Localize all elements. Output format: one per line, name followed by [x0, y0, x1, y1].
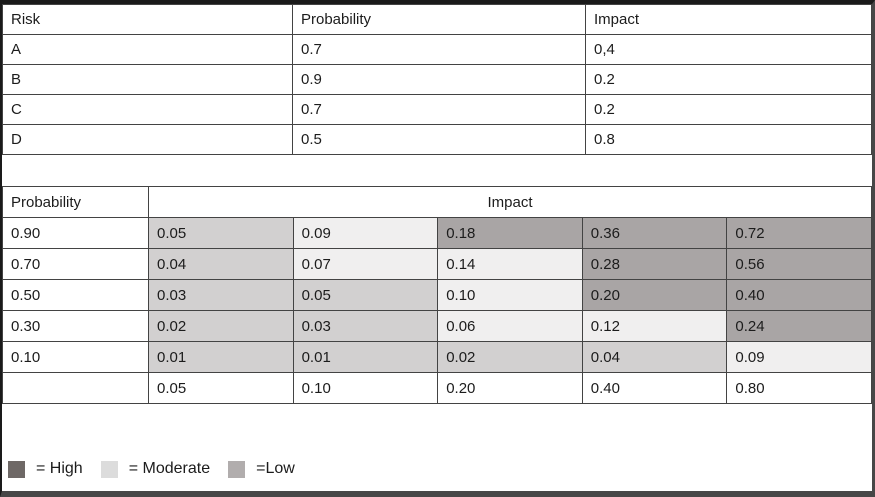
- matrix-probability-header: Probability: [2, 186, 149, 218]
- probability-cell: 0.7: [292, 94, 586, 125]
- matrix-cell: 0.04: [581, 341, 728, 373]
- table-spacer: [2, 155, 872, 186]
- probability-impact-matrix: Probability Impact 0.90 0.05 0.09 0.18 0…: [2, 186, 872, 404]
- impact-scale-cell: 0.05: [148, 372, 294, 404]
- matrix-cell: 0.12: [581, 310, 728, 342]
- legend-label-moderate: = Moderate: [128, 460, 211, 477]
- matrix-cell: 0.20: [581, 279, 728, 311]
- probability-cell: 0.5: [292, 124, 586, 155]
- matrix-cell: 0.01: [292, 341, 439, 373]
- impact-scale-cell: 0.10: [292, 372, 439, 404]
- matrix-cell: 0.05: [292, 279, 439, 311]
- table-row: A 0.7 0,4: [2, 34, 872, 65]
- risk-list-table: Risk Probability Impact A 0.7 0,4 B 0.9 …: [2, 4, 872, 155]
- empty-cell: [2, 372, 149, 404]
- table-row: 0.10 0.01 0.01 0.02 0.04 0.09: [2, 341, 872, 373]
- impact-column-header: Impact: [585, 4, 872, 35]
- matrix-cell: 0.05: [148, 217, 294, 249]
- matrix-cell: 0.07: [292, 248, 439, 280]
- table-row: D 0.5 0.8: [2, 124, 872, 155]
- table-row: Risk Probability Impact: [2, 4, 872, 35]
- matrix-probability-cell: 0.90: [2, 217, 149, 249]
- table-row: 0.05 0.10 0.20 0.40 0.80: [2, 372, 872, 404]
- matrix-cell: 0.40: [726, 279, 872, 311]
- matrix-cell: 0.14: [437, 248, 583, 280]
- matrix-cell: 0.24: [726, 310, 872, 342]
- risk-cell: C: [2, 94, 293, 125]
- table-row: B 0.9 0.2: [2, 64, 872, 95]
- impact-cell: 0,4: [585, 34, 872, 65]
- matrix-cell: 0.03: [148, 279, 294, 311]
- matrix-cell: 0.09: [726, 341, 872, 373]
- low-color-swatch: [228, 460, 246, 478]
- probability-cell: 0.9: [292, 64, 586, 95]
- impact-cell: 0.8: [585, 124, 872, 155]
- impact-scale-cell: 0.80: [726, 372, 872, 404]
- table-row: Probability Impact: [2, 186, 872, 218]
- table-row: 0.90 0.05 0.09 0.18 0.36 0.72: [2, 217, 872, 249]
- legend-label-high: = High: [36, 460, 83, 477]
- risk-cell: D: [2, 124, 293, 155]
- matrix-cell: 0.10: [437, 279, 583, 311]
- matrix-cell: 0.04: [148, 248, 294, 280]
- impact-cell: 0.2: [585, 94, 872, 125]
- table-row: 0.30 0.02 0.03 0.06 0.12 0.24: [2, 310, 872, 342]
- risk-level-legend: = High = Moderate =Low: [8, 460, 313, 478]
- matrix-impact-header: Impact: [148, 186, 872, 218]
- matrix-cell: 0.09: [292, 217, 439, 249]
- matrix-cell: 0.56: [726, 248, 872, 280]
- impact-scale-cell: 0.40: [581, 372, 728, 404]
- risk-cell: B: [2, 64, 293, 95]
- table-row: 0.70 0.04 0.07 0.14 0.28 0.56: [2, 248, 872, 280]
- impact-cell: 0.2: [585, 64, 872, 95]
- impact-scale-cell: 0.20: [437, 372, 583, 404]
- probability-column-header: Probability: [292, 4, 586, 35]
- table-row: C 0.7 0.2: [2, 94, 872, 125]
- matrix-cell: 0.02: [148, 310, 294, 342]
- matrix-cell: 0.03: [292, 310, 439, 342]
- matrix-cell: 0.28: [581, 248, 728, 280]
- matrix-cell: 0.02: [437, 341, 583, 373]
- matrix-probability-cell: 0.50: [2, 279, 149, 311]
- risk-column-header: Risk: [2, 4, 293, 35]
- matrix-cell: 0.06: [437, 310, 583, 342]
- legend-label-low: =Low: [256, 460, 295, 477]
- table-row: 0.50 0.03 0.05 0.10 0.20 0.40: [2, 279, 872, 311]
- matrix-probability-cell: 0.70: [2, 248, 149, 280]
- matrix-probability-cell: 0.30: [2, 310, 149, 342]
- high-color-swatch: [8, 460, 25, 478]
- matrix-cell: 0.18: [437, 217, 583, 249]
- matrix-cell: 0.36: [581, 217, 728, 249]
- risk-cell: A: [2, 34, 293, 65]
- probability-cell: 0.7: [292, 34, 586, 65]
- matrix-cell: 0.01: [148, 341, 294, 373]
- moderate-color-swatch: [100, 460, 118, 478]
- matrix-probability-cell: 0.10: [2, 341, 149, 373]
- matrix-cell: 0.72: [726, 217, 872, 249]
